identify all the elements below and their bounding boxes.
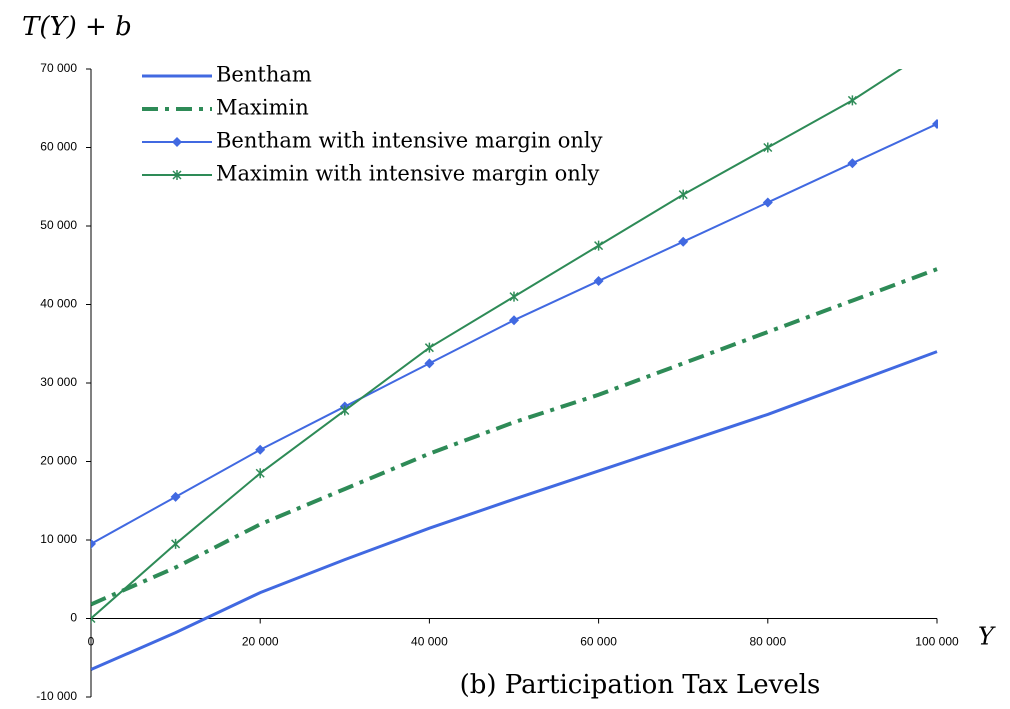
data-point <box>340 405 350 416</box>
data-point <box>255 468 265 479</box>
data-point <box>594 240 604 251</box>
legend-label: Maximin <box>216 96 309 120</box>
y-tick-label: 20 000 <box>40 454 77 468</box>
y-tick-label: 70 000 <box>40 61 77 75</box>
legend-label: Bentham <box>216 63 312 87</box>
x-tick-label: 0 <box>88 635 95 649</box>
data-point <box>678 236 689 247</box>
data-point <box>171 538 181 549</box>
data-point <box>593 275 604 286</box>
data-point <box>509 315 519 326</box>
data-point <box>91 538 96 549</box>
data-point <box>763 142 773 153</box>
series-line <box>91 123 938 545</box>
legend-marker <box>172 170 182 180</box>
data-point <box>847 95 857 106</box>
legend-label: Maximin with intensive margin only <box>216 162 600 186</box>
data-point <box>847 158 858 169</box>
x-axis-label: Y <box>978 623 996 651</box>
data-point <box>932 118 938 129</box>
data-point <box>424 358 435 369</box>
data-point <box>91 613 96 624</box>
series-line <box>91 350 938 671</box>
x-tick-label: 60 000 <box>580 635 617 649</box>
data-point <box>933 40 941 50</box>
data-point <box>424 342 434 353</box>
series-line <box>91 267 938 607</box>
subtitle: (b) Participation Tax Levels <box>460 670 821 700</box>
x-tick-label: 100 000 <box>915 635 959 649</box>
data-point <box>509 291 519 302</box>
data-point <box>170 491 181 502</box>
y-tick-label: 0 <box>70 611 77 625</box>
y-tick-label: 60 000 <box>40 140 77 154</box>
x-tick-label: 80 000 <box>749 635 786 649</box>
y-tick-label: 10 000 <box>40 532 77 546</box>
data-point <box>762 197 773 208</box>
x-tick-label: 20 000 <box>242 635 279 649</box>
y-tick-label: 30 000 <box>40 375 77 389</box>
y-tick-label: 40 000 <box>40 297 77 311</box>
plot-area <box>91 40 941 671</box>
y-tick-label: 50 000 <box>40 218 77 232</box>
data-point <box>678 189 688 200</box>
chart-title: T(Y) + b <box>22 12 132 42</box>
y-tick-label: -10 000 <box>36 689 77 703</box>
legend-marker <box>172 137 182 147</box>
legend-label: Bentham with intensive margin only <box>216 129 603 153</box>
x-tick-label: 40 000 <box>411 635 448 649</box>
data-point <box>255 444 266 455</box>
